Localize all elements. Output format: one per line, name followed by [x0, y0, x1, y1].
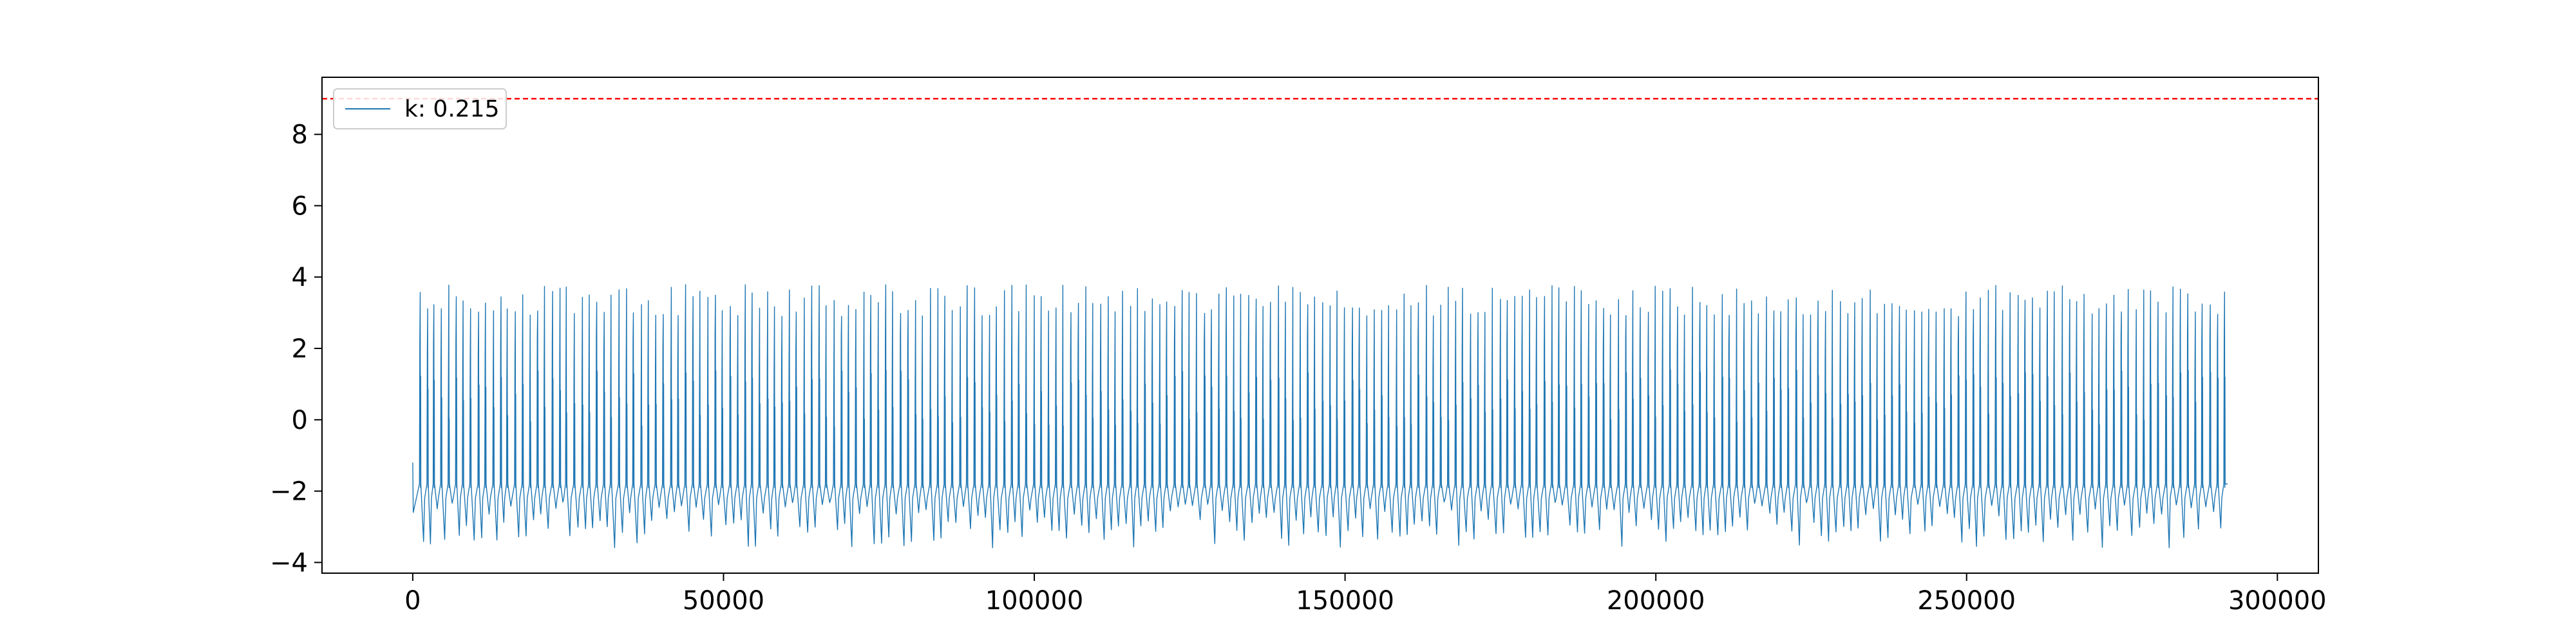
y-tick-label: 4 — [292, 263, 308, 292]
y-tick-label: 2 — [292, 334, 308, 364]
axes-background — [322, 77, 2318, 573]
plot-area — [321, 77, 2319, 574]
y-tick-label: 6 — [292, 191, 308, 221]
x-tick-label: 250000 — [1917, 586, 2016, 616]
series-layer — [412, 284, 2228, 549]
x-tick-label: 200000 — [1607, 586, 1705, 616]
y-tick-label: 8 — [292, 120, 308, 150]
axes-frame — [321, 77, 2319, 574]
x-tick-label: 100000 — [985, 586, 1084, 616]
x-tick-label: 50000 — [683, 586, 764, 616]
x-axis: 0 50000 100000 150000 200000 250000 300000 — [404, 573, 2327, 616]
legend-label: k: 0.215 — [404, 96, 499, 122]
x-tick-label: 300000 — [2228, 586, 2327, 616]
x-tick-label: 150000 — [1296, 586, 1394, 616]
legend-box — [333, 88, 507, 129]
series-line — [412, 284, 2228, 549]
y-axis: −4 −2 0 2 4 6 8 — [270, 120, 322, 578]
x-tick-label: 0 — [404, 586, 421, 616]
y-tick-label: 0 — [292, 406, 308, 435]
legend: k: 0.215 — [333, 88, 507, 129]
y-tick-label: −2 — [270, 477, 308, 507]
y-tick-label: −4 — [270, 548, 308, 578]
